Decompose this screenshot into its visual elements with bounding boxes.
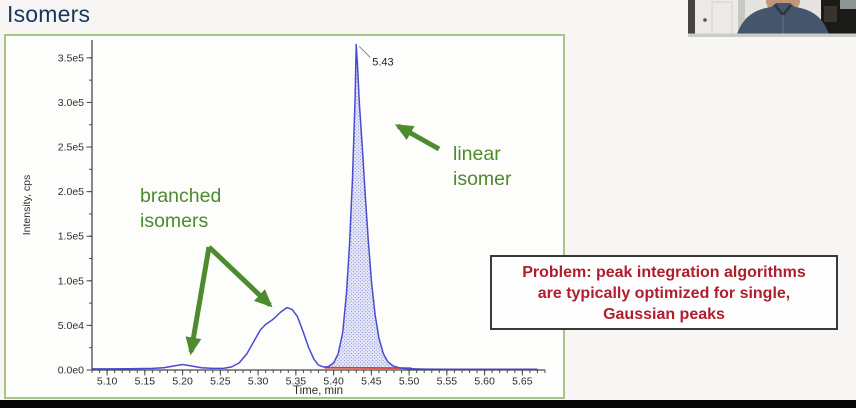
- annotation-line: branched: [140, 185, 222, 207]
- webcam-left-edge: [688, 0, 695, 37]
- y-tick-label: 2.5e5: [58, 142, 84, 154]
- door-panel: [711, 1, 733, 37]
- chart-canvas: 5.10 5.15 5.20 5.25 5.30 5.35 5.40 5.45 5.50 5.55…: [21, 40, 546, 397]
- annotation-linear-isomer: linear isomer: [453, 142, 512, 192]
- y-axis-title: Intensity, cps: [21, 175, 33, 236]
- annotation-line: linear: [453, 143, 501, 165]
- x-tick-label: 5.35: [286, 376, 307, 388]
- annotation-line: isomer: [453, 168, 512, 190]
- problem-text-line: are typically optimized for single,: [537, 284, 791, 302]
- desk-edge: [688, 33, 856, 37]
- door-frame: [738, 0, 745, 37]
- problem-text-line: Gaussian peaks: [603, 305, 725, 323]
- tick-marks: [86, 57, 546, 376]
- x-tick-label: 5.20: [172, 376, 193, 388]
- door: [695, 0, 738, 37]
- y-tick-label: 0.0e0: [58, 365, 84, 377]
- peak-label-leader: [358, 46, 371, 58]
- x-tick-label: 5.60: [474, 376, 495, 388]
- y-tick-label: 1.0e5: [58, 275, 84, 287]
- peak-rt-label: 5.43: [372, 56, 393, 68]
- x-tick-label: 5.65: [512, 376, 533, 388]
- door-knob: [703, 18, 707, 22]
- x-tick-label: 5.30: [248, 376, 269, 388]
- letterbox-bar: [0, 400, 856, 408]
- problem-callout: Problem: peak integration algorithms are…: [490, 255, 838, 330]
- peak-fill: [328, 44, 412, 369]
- x-axis-title: Time, min: [293, 385, 343, 397]
- x-tick-label: 5.55: [437, 376, 458, 388]
- x-tick-label: 5.10: [97, 376, 118, 388]
- x-tick-label: 5.25: [210, 376, 231, 388]
- y-tick-label: 1.5e5: [58, 231, 84, 243]
- chromatogram-trace: [92, 43, 538, 370]
- page-title: Isomers: [7, 1, 91, 27]
- x-tick-label: 5.50: [399, 376, 420, 388]
- problem-text-line: Problem: peak integration algorithms: [522, 263, 806, 281]
- x-tick-label: 5.15: [135, 376, 156, 388]
- y-tick-label: 2.0e5: [58, 186, 84, 198]
- y-tick-label: 3.0e5: [58, 97, 84, 109]
- webcam-overlay: [688, 0, 856, 37]
- annotation-line: isomers: [140, 210, 209, 232]
- webcam-video-frame: [688, 0, 856, 37]
- x-tick-label: 5.40: [323, 376, 344, 388]
- chair-silhouette: [824, 6, 837, 22]
- chart-generated-content: 5.10 5.15 5.20 5.25 5.30 5.35 5.40 5.45 5.50 5.55…: [58, 40, 546, 388]
- background-object: [840, 0, 856, 9]
- chromatogram-chart: 5.10 5.15 5.20 5.25 5.30 5.35 5.40 5.45 5.50 5.55…: [4, 34, 565, 399]
- y-tick-label: 3.5e5: [58, 52, 84, 64]
- y-tick-label: 5.0e4: [58, 320, 84, 332]
- x-tick-label: 5.45: [361, 376, 382, 388]
- annotation-branched-isomers: branched isomers: [140, 184, 221, 234]
